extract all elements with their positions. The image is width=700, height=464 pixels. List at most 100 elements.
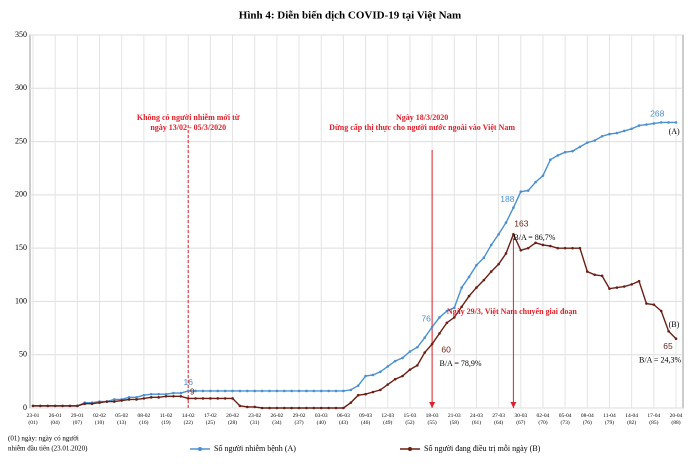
x-tick-label: 17-02 (25) <box>204 413 217 426</box>
point <box>268 406 271 410</box>
point <box>541 243 545 247</box>
point <box>112 398 116 401</box>
point <box>674 121 678 124</box>
point <box>416 364 419 367</box>
point <box>61 404 64 408</box>
point <box>157 396 160 399</box>
point <box>142 393 146 397</box>
point <box>452 316 456 319</box>
point <box>659 309 663 313</box>
point <box>615 131 619 135</box>
point <box>475 263 478 267</box>
y-tick-label: 100 <box>15 296 27 305</box>
x-tick-label: 23-01 (01) <box>27 413 40 426</box>
point <box>349 388 353 392</box>
point <box>630 127 633 131</box>
point <box>393 377 397 381</box>
point <box>401 356 404 360</box>
point <box>135 396 138 399</box>
point <box>275 389 279 393</box>
point <box>438 332 441 335</box>
point <box>645 302 648 305</box>
annotation: Ngày 29/3, Việt Nam chuyển giai đoạn <box>447 307 578 316</box>
point <box>290 389 293 393</box>
point <box>430 342 434 346</box>
point <box>526 189 530 192</box>
point <box>475 286 478 289</box>
point <box>563 150 567 154</box>
x-tick-label: 02-02 (10) <box>93 413 106 426</box>
point <box>312 389 316 393</box>
point <box>216 397 220 400</box>
point <box>186 389 190 393</box>
point <box>194 389 197 393</box>
point <box>98 401 101 404</box>
point <box>386 383 390 386</box>
point <box>512 232 515 236</box>
x-tick-label: 11-02 (19) <box>160 413 173 426</box>
point <box>541 174 545 177</box>
y-tick-label: 350 <box>15 30 27 39</box>
point <box>586 270 589 273</box>
point <box>327 406 330 410</box>
x-tick-label: 05-04 (73) <box>559 413 572 426</box>
point <box>268 389 271 393</box>
annotation: Ngày 18/3/2020 <box>396 113 448 122</box>
point <box>238 404 242 408</box>
x-tick-label: 26-01 (04) <box>49 413 62 426</box>
y-tick-label: 150 <box>15 243 27 252</box>
annotation: (A) <box>669 127 680 136</box>
point <box>467 275 471 279</box>
point <box>342 406 345 410</box>
point <box>216 389 220 393</box>
x-tick-label: 27-03 (64) <box>492 413 505 426</box>
point <box>630 283 633 286</box>
point <box>460 286 463 289</box>
point <box>393 359 397 363</box>
point <box>430 325 434 329</box>
point <box>305 406 308 410</box>
point <box>209 397 212 400</box>
point <box>460 305 463 309</box>
point <box>260 406 264 410</box>
point <box>571 246 574 250</box>
point <box>319 389 323 393</box>
point <box>637 279 641 283</box>
point <box>164 394 168 398</box>
point <box>105 400 109 403</box>
point <box>401 374 404 378</box>
point <box>482 256 486 260</box>
x-tick-label: 17-04 (85) <box>647 413 660 426</box>
point <box>667 329 670 333</box>
point <box>201 397 205 400</box>
point <box>68 404 72 408</box>
point <box>534 241 537 245</box>
x-tick-label: 11-04 (79) <box>603 413 616 426</box>
point <box>379 370 382 374</box>
point <box>356 384 360 387</box>
x-tick-label: 06-03 (43) <box>337 413 350 426</box>
point <box>297 406 301 410</box>
point <box>157 392 160 396</box>
point <box>76 404 79 408</box>
data-label: 9 <box>190 387 195 397</box>
point <box>549 158 552 161</box>
legend-marker <box>408 447 412 451</box>
footnote: nhiễm đầu tiên (23.01.2020) <box>8 445 88 453</box>
point <box>452 306 456 310</box>
point <box>489 270 493 273</box>
point <box>142 397 146 400</box>
y-tick-label: 0 <box>23 403 27 412</box>
point <box>371 373 375 377</box>
point <box>408 350 412 353</box>
point <box>578 145 582 149</box>
series-line <box>33 232 677 409</box>
point <box>223 397 227 400</box>
plot-area <box>29 34 684 409</box>
point <box>127 396 131 399</box>
x-tick-label: 29-01 (07) <box>71 413 84 426</box>
point <box>312 406 316 410</box>
annotation: B/A = 24,3% <box>639 356 681 365</box>
point <box>497 262 500 266</box>
point <box>519 248 523 252</box>
